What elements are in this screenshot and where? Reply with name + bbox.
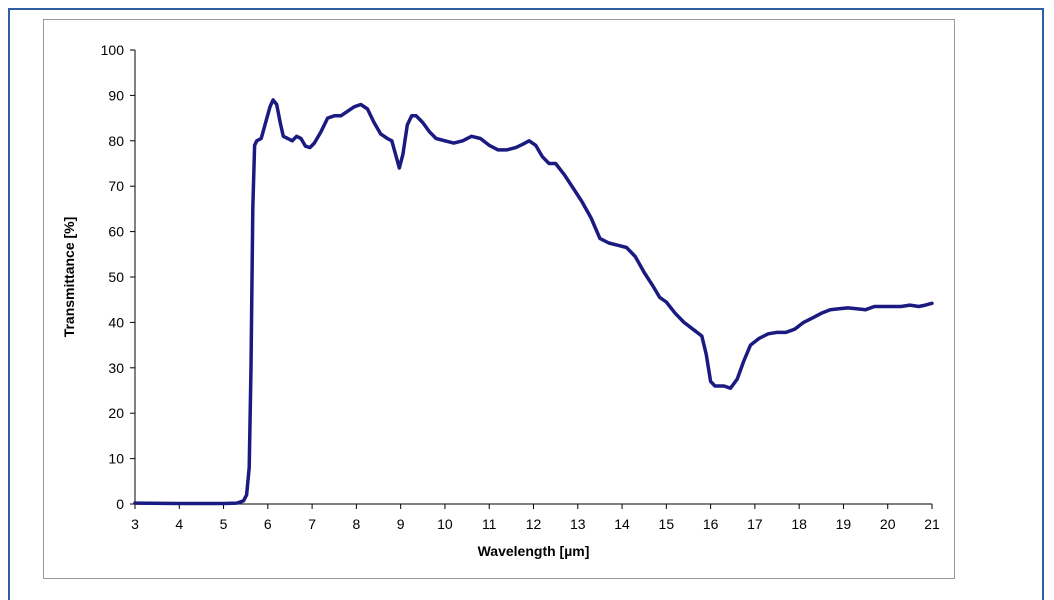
y-tick-label: 50: [108, 269, 124, 285]
y-tick-label: 70: [108, 178, 124, 194]
x-tick-label: 15: [659, 516, 675, 532]
axes: [130, 49, 933, 509]
y-tick-label: 80: [108, 133, 124, 149]
x-axis-title: Wavelength [µm]: [478, 543, 590, 559]
x-tick-label: 16: [703, 516, 719, 532]
x-tick-label: 7: [308, 516, 316, 532]
y-tick-label: 100: [101, 42, 125, 58]
x-tick-label: 13: [570, 516, 586, 532]
x-tick-label: 9: [397, 516, 405, 532]
x-tick-label: 19: [836, 516, 852, 532]
y-tick-label: 10: [108, 451, 124, 467]
x-tick-label: 18: [791, 516, 807, 532]
x-tick-label: 17: [747, 516, 763, 532]
x-tick-label: 12: [526, 516, 542, 532]
y-tick-label: 90: [108, 87, 124, 103]
x-tick-label: 8: [352, 516, 360, 532]
x-tick-label: 3: [131, 516, 139, 532]
x-tick-label: 4: [175, 516, 183, 532]
series-line: [133, 98, 934, 506]
y-tick-label: 60: [108, 224, 124, 240]
y-tick-label: 20: [108, 405, 124, 421]
chart-area: 0 10 20 30 40 50 60 70 80 90 100 3 4 5 6 7 8 9 10 11 12 13 14 1…: [43, 19, 955, 579]
x-tick-label: 11: [482, 516, 497, 532]
tick-labels: 0 10 20 30 40 50 60 70 80 90 100 3 4 5 6 7 8 9 10 11 12 13 14 1…: [101, 42, 940, 532]
x-tick-label: 10: [437, 516, 453, 532]
window-frame: [8, 8, 1044, 600]
y-axis-title: Transmittance [%]: [61, 217, 77, 338]
line-chart: 0 10 20 30 40 50 60 70 80 90 100 3 4 5 6 7 8 9 10 11 12 13 14 1…: [61, 42, 940, 559]
x-tick-label: 20: [880, 516, 896, 532]
x-tick-label: 21: [924, 516, 940, 532]
x-tick-label: 6: [264, 516, 272, 532]
y-tick-label: 0: [116, 496, 124, 512]
y-tick-label: 30: [108, 360, 124, 376]
y-tick-label: 40: [108, 314, 124, 330]
x-tick-label: 14: [614, 516, 630, 532]
x-tick-label: 5: [220, 516, 228, 532]
